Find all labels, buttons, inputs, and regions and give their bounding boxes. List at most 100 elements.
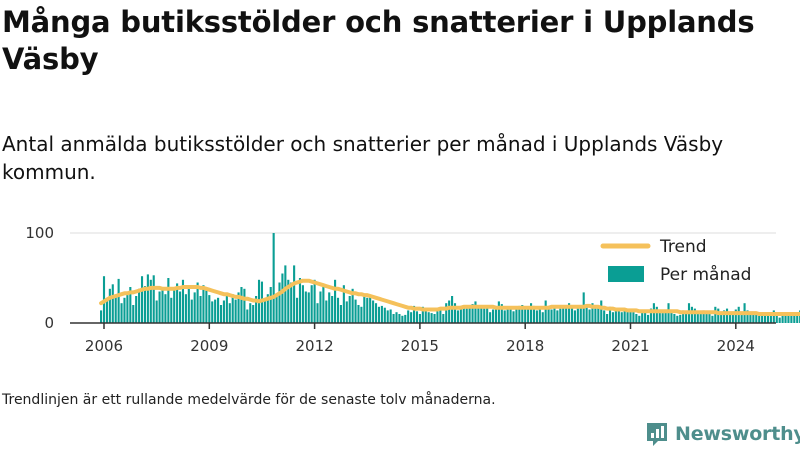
bar-month-5 [114,296,117,323]
bar-month-205 [699,314,702,323]
y-tick-label-0: 0 [44,314,54,332]
bar-month-104 [404,314,407,323]
bar-month-232 [778,317,781,323]
trend-line [99,278,800,316]
bar-month-157 [559,308,562,323]
bar-month-39 [214,299,217,323]
bar-month-9 [126,291,129,323]
bar-month-86 [351,288,354,323]
bar-month-142 [515,308,518,323]
bar-month-58 [269,287,272,323]
bar-month-85 [348,296,351,323]
bar-month-133 [489,312,492,323]
bar-month-206 [702,310,705,323]
bar-month-141 [512,311,515,323]
bar-month-119 [448,300,451,323]
bar-month-98 [386,310,389,323]
bar-month-235 [787,315,790,323]
bar-month-24 [170,297,173,323]
bar-month-116 [439,309,442,323]
bar-month-25 [173,288,176,323]
x-tick-label-2024: 2024 [717,337,755,355]
bar-month-18 [152,275,155,323]
bar-month-76 [322,287,325,323]
bar-month-36 [205,290,208,323]
bar-month-0 [100,310,103,323]
bar-month-177 [617,308,620,323]
bar-month-27 [179,291,182,323]
bar-month-198 [679,314,682,323]
bar-month-121 [453,303,457,323]
bar-month-191 [658,310,661,323]
bar-month-129 [477,305,480,323]
bar-month-45 [231,294,234,323]
bar-month-114 [433,314,436,323]
bar-month-19 [155,300,158,323]
bar-month-10 [129,287,132,323]
bar-month-16 [146,274,149,323]
bar-month-233 [781,312,784,323]
bar-month-69 [301,285,304,323]
bar-month-224 [755,312,758,323]
bar-month-134 [491,309,495,323]
bar-month-90 [363,294,366,323]
bar-month-137 [500,304,503,323]
bar-month-42 [222,300,225,323]
bar-month-174 [608,306,612,323]
bar-month-140 [509,309,512,323]
bar-month-222 [749,314,752,323]
bar-month-175 [611,312,615,323]
bar-month-37 [208,295,211,323]
bar-month-77 [325,300,328,323]
bar-month-237 [793,314,796,323]
bar-month-30 [187,287,190,323]
bar-month-8 [123,297,126,323]
bar-month-82 [339,305,342,323]
bar-month-44 [228,303,231,323]
bar-month-153 [547,307,550,323]
bar-month-227 [764,312,767,323]
bar-month-156 [556,310,559,323]
bar-month-63 [284,265,287,323]
bar-month-207 [705,312,708,323]
bar-month-178 [620,312,623,323]
bar-month-186 [644,312,647,323]
bar-month-61 [278,282,281,323]
bar-month-80 [334,279,337,323]
bar-month-131 [483,308,486,323]
bar-month-212 [720,314,723,323]
bar-month-97 [383,307,386,323]
bar-month-70 [304,291,307,323]
bar-month-46 [234,299,237,323]
bar-month-47 [237,292,240,323]
bar-month-83 [342,285,345,323]
bar-month-20 [158,291,161,323]
newsworthy-brand[interactable]: Newsworthy [645,420,800,448]
bar-month-88 [357,305,360,323]
bar-month-34 [199,296,202,323]
bar-chart: 2006 2009 2012 2015 2018 2021 2024 0 100 Trend … [25,224,800,355]
bar-month-59 [272,233,275,323]
chart-subtitle: Antal anmälda butiksstölder och snatteri… [2,132,724,184]
x-tick-label-2009: 2009 [190,337,228,355]
bar-month-147 [530,303,533,323]
bar-month-188 [649,308,653,323]
bar-month-152 [544,300,547,323]
bar-month-117 [442,314,445,323]
bar-month-221 [746,310,749,323]
bar-month-161 [570,306,574,323]
bar-month-216 [731,314,734,323]
bar-month-193 [664,309,667,323]
bar-month-132 [486,305,489,323]
bar-month-101 [395,312,398,323]
chart-title: Många butiksstölder och snatterier i Upp… [2,5,755,76]
bar-month-167 [588,309,591,323]
bar-month-215 [728,312,732,323]
bar-month-197 [676,315,679,323]
bar-month-103 [401,315,404,323]
bar-month-13 [138,288,141,323]
bar-month-62 [281,273,284,323]
y-tick-label-100: 100 [25,224,54,242]
bar-month-238 [796,314,799,323]
bar-month-84 [345,301,348,323]
